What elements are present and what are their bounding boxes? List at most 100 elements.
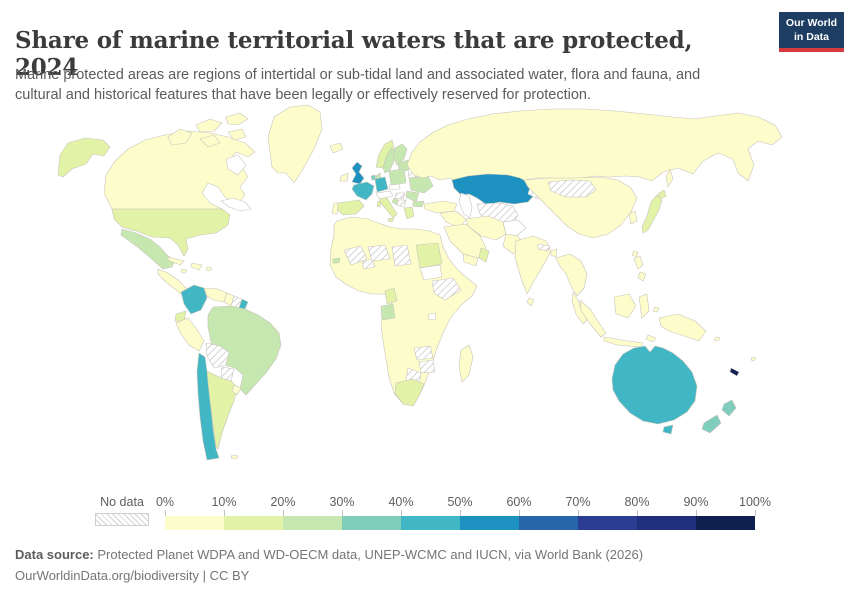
country-ethiopia[interactable] — [431, 277, 462, 301]
country-zambia[interactable] — [413, 345, 434, 361]
country-canada-arctic-1[interactable] — [167, 128, 193, 146]
legend-bin[interactable] — [342, 516, 401, 530]
country-afghanistan[interactable] — [502, 219, 527, 237]
country-timor[interactable] — [645, 334, 657, 343]
country-gabon[interactable] — [380, 303, 396, 321]
owid-logo[interactable]: Our World in Data — [779, 12, 844, 53]
country-jamaica[interactable] — [180, 268, 188, 274]
country-china[interactable] — [523, 176, 638, 239]
legend-bin[interactable] — [578, 516, 637, 530]
country-solomon-islands[interactable] — [713, 336, 721, 342]
country-canada-arctic-4[interactable] — [199, 134, 221, 148]
country-korea[interactable] — [628, 210, 638, 225]
country-mexico[interactable] — [120, 228, 176, 270]
country-romania[interactable] — [405, 190, 420, 203]
country-mongolia[interactable] — [547, 179, 597, 198]
country-tasmania[interactable] — [662, 424, 674, 435]
legend-bin[interactable] — [460, 516, 519, 530]
country-bolivia[interactable] — [205, 342, 230, 369]
country-canada-arctic-2[interactable] — [195, 118, 223, 133]
legend-bin[interactable] — [637, 516, 696, 530]
country-yemen[interactable] — [462, 253, 479, 267]
country-indochina[interactable] — [555, 253, 588, 297]
country-balkans[interactable] — [396, 199, 407, 208]
country-zimbabwe[interactable] — [418, 359, 436, 374]
country-south-sudan[interactable] — [419, 264, 443, 281]
country-portugal[interactable] — [331, 202, 339, 215]
country-oman[interactable] — [478, 247, 490, 263]
country-sudan[interactable] — [415, 242, 443, 269]
legend-bin[interactable] — [401, 516, 460, 530]
country-sakhalin[interactable] — [665, 168, 674, 188]
country-peru[interactable] — [175, 317, 205, 352]
country-alpine-states[interactable] — [375, 190, 394, 200]
country-india[interactable] — [514, 235, 552, 295]
country-philippines-south[interactable] — [637, 271, 647, 282]
country-canada[interactable] — [103, 130, 256, 210]
country-java[interactable] — [603, 336, 644, 348]
country-argentina[interactable] — [206, 370, 238, 450]
country-canada-arctic-3[interactable] — [225, 112, 249, 126]
country-uruguay[interactable] — [231, 384, 242, 396]
country-greenland[interactable] — [267, 104, 323, 184]
citation-line[interactable]: OurWorldinData.org/biodiversity | CC BY — [15, 567, 250, 583]
country-alaska[interactable] — [57, 137, 111, 178]
country-niger[interactable] — [367, 244, 391, 262]
country-malay-peninsula[interactable] — [571, 291, 588, 325]
country-philippines-north[interactable] — [633, 255, 644, 270]
country-poland[interactable] — [388, 168, 407, 186]
country-iceland[interactable] — [329, 142, 344, 154]
country-finland[interactable] — [392, 143, 408, 166]
country-sulawesi[interactable] — [638, 293, 650, 319]
country-borneo[interactable] — [613, 293, 637, 319]
country-puerto-rico[interactable] — [205, 266, 213, 272]
country-bangladesh[interactable] — [550, 248, 558, 258]
country-spain[interactable] — [335, 199, 365, 216]
country-cuba[interactable] — [167, 256, 185, 266]
no-data-swatch[interactable] — [95, 513, 149, 526]
country-new-zealand-north[interactable] — [721, 399, 737, 417]
legend-bin[interactable] — [224, 516, 283, 530]
country-japan[interactable] — [641, 194, 663, 234]
country-mali[interactable] — [343, 245, 368, 266]
legend-bin[interactable] — [519, 516, 578, 530]
country-bulgaria[interactable] — [412, 200, 425, 208]
country-uk[interactable] — [351, 161, 365, 185]
country-new-guinea[interactable] — [658, 313, 707, 342]
country-south-africa[interactable] — [394, 378, 425, 407]
country-cameroon[interactable] — [384, 287, 398, 305]
country-taiwan[interactable] — [631, 250, 639, 258]
country-levant-iraq[interactable] — [439, 210, 467, 229]
country-usa[interactable] — [111, 208, 231, 257]
country-nepal[interactable] — [537, 243, 551, 252]
country-ireland[interactable] — [339, 172, 349, 182]
country-new-zealand-south[interactable] — [701, 414, 722, 434]
country-falklands[interactable] — [230, 454, 239, 460]
country-burkina-faso[interactable] — [361, 258, 376, 270]
country-chad[interactable] — [391, 244, 412, 267]
country-france[interactable] — [351, 181, 375, 201]
country-moluccas[interactable] — [652, 306, 660, 313]
country-australia[interactable] — [611, 345, 698, 425]
country-venezuela[interactable] — [203, 287, 228, 303]
country-canada-arctic-5[interactable] — [227, 128, 247, 141]
country-germany[interactable] — [374, 176, 389, 193]
country-fiji[interactable] — [750, 356, 757, 362]
country-new-caledonia[interactable] — [729, 367, 740, 377]
country-sumatra[interactable] — [579, 299, 607, 338]
legend-bin[interactable] — [165, 516, 224, 530]
country-sicily[interactable] — [387, 217, 395, 223]
country-senegal-gambia[interactable] — [332, 257, 341, 264]
legend-bin[interactable] — [283, 516, 342, 530]
country-colombia[interactable] — [180, 284, 208, 315]
country-iran[interactable] — [465, 215, 507, 241]
country-czech-slovakia[interactable] — [388, 183, 401, 191]
country-ukraine[interactable] — [408, 175, 434, 194]
country-greece[interactable] — [403, 206, 415, 220]
country-hungary[interactable] — [394, 192, 406, 200]
country-sardinia[interactable] — [376, 200, 382, 208]
country-sri-lanka[interactable] — [526, 297, 535, 307]
legend-bin[interactable] — [696, 516, 755, 530]
country-hispaniola[interactable] — [190, 262, 203, 271]
country-madagascar[interactable] — [458, 344, 474, 383]
